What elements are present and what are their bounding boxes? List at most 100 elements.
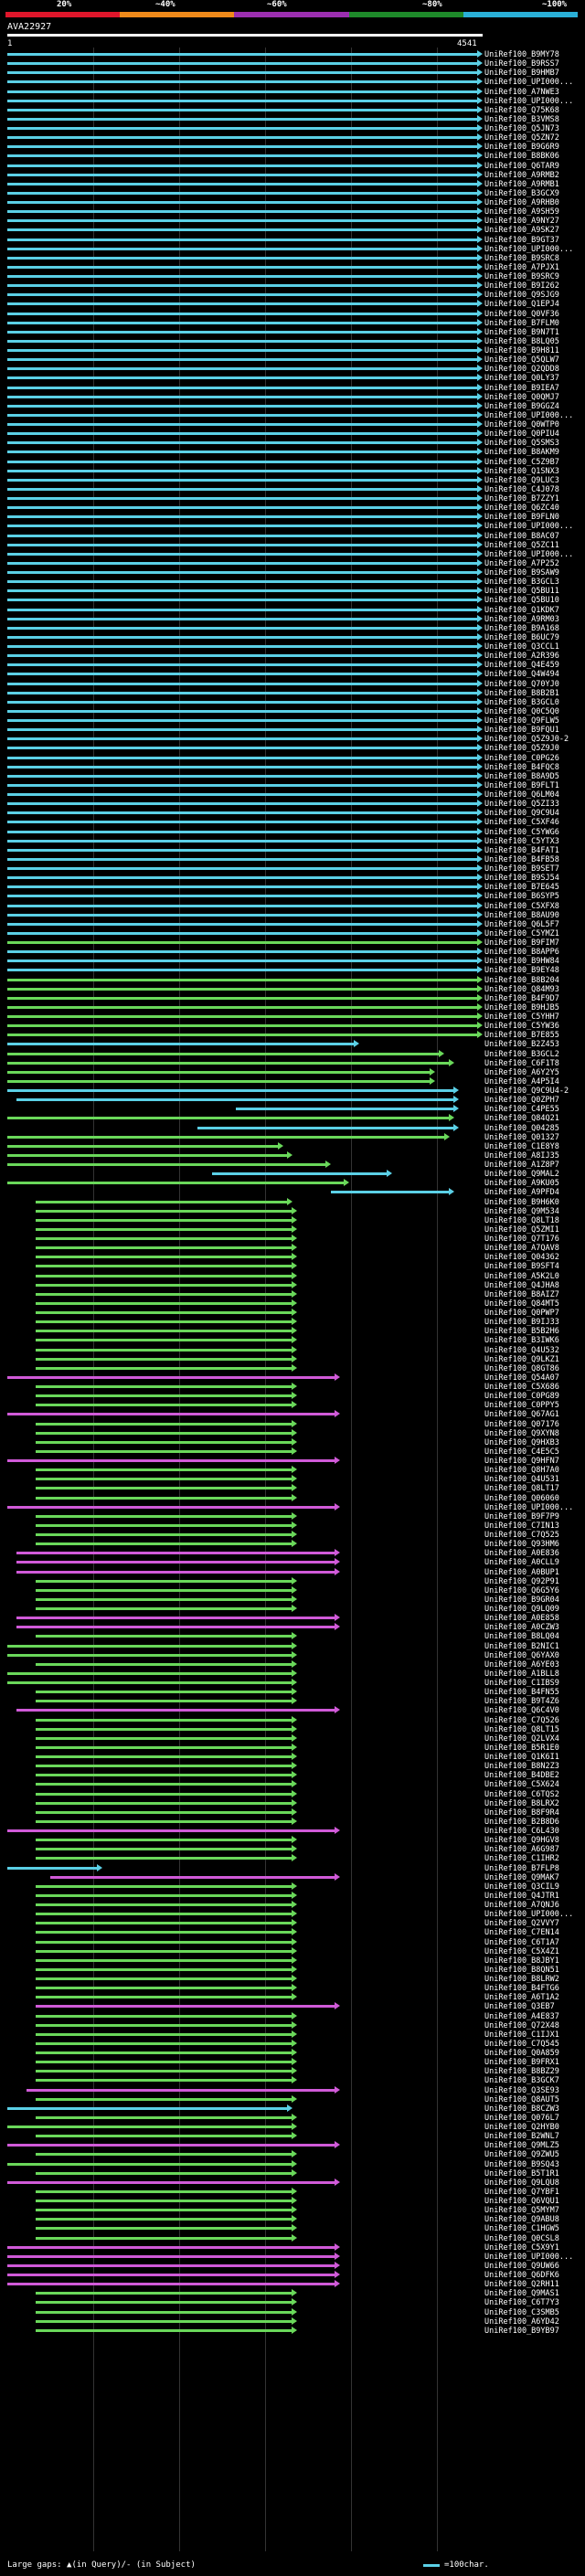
hit-label[interactable]: UniRef100_Q5ZI33 bbox=[484, 800, 559, 810]
hit-row[interactable]: UniRef100_B8LQ04 bbox=[0, 1632, 585, 1641]
hit-row[interactable]: UniRef100_C6T1A7 bbox=[0, 1937, 585, 1947]
hit-label[interactable]: UniRef100_A8IJ35 bbox=[484, 1150, 559, 1161]
hit-row[interactable]: UniRef100_Q4E459 bbox=[0, 661, 585, 670]
hit-label[interactable]: UniRef100_A6G987 bbox=[484, 1845, 559, 1855]
hit-bar[interactable] bbox=[7, 1015, 477, 1018]
hit-label[interactable]: UniRef100_Q6DFK6 bbox=[484, 2271, 559, 2280]
hit-label[interactable]: UniRef100_A0BUP1 bbox=[484, 1567, 559, 1577]
hit-label[interactable]: UniRef100_Q9LQU8 bbox=[484, 2178, 559, 2188]
hit-label[interactable]: UniRef100_Q1EPJ4 bbox=[484, 300, 559, 310]
hit-bar[interactable] bbox=[7, 441, 477, 445]
hit-row[interactable]: UniRef100_C5Z9B7 bbox=[0, 457, 585, 467]
hit-row[interactable]: UniRef100_B8B2B1 bbox=[0, 688, 585, 698]
hit-row[interactable]: UniRef100_A9KU05 bbox=[0, 1179, 585, 1188]
hit-row[interactable]: UniRef100_Q1EPJ4 bbox=[0, 300, 585, 309]
hit-bar[interactable] bbox=[7, 793, 477, 796]
hit-label[interactable]: UniRef100_Q93HM6 bbox=[484, 1540, 559, 1550]
hit-row[interactable]: UniRef100_Q9LQ09 bbox=[0, 1605, 585, 1614]
hit-label[interactable]: UniRef100_UPI000... bbox=[484, 410, 574, 420]
hit-bar[interactable] bbox=[36, 2051, 292, 2054]
hit-bar[interactable] bbox=[7, 709, 477, 713]
hit-label[interactable]: UniRef100_Q2RH11 bbox=[484, 2280, 559, 2290]
hit-row[interactable]: UniRef100_Q3CCL1 bbox=[0, 642, 585, 652]
hit-row[interactable]: UniRef100_B9A168 bbox=[0, 623, 585, 633]
hit-bar[interactable] bbox=[36, 1801, 292, 1805]
hit-row[interactable]: UniRef100_Q9ZWU5 bbox=[0, 2150, 585, 2159]
hit-label[interactable]: UniRef100_C3SMB5 bbox=[484, 2307, 559, 2317]
hit-row[interactable]: UniRef100_C0PPY5 bbox=[0, 1401, 585, 1410]
hit-row[interactable]: UniRef100_Q076L7 bbox=[0, 2113, 585, 2123]
hit-row[interactable]: UniRef100_Q2QDD8 bbox=[0, 365, 585, 374]
hit-row[interactable]: UniRef100_B3GCK7 bbox=[0, 2076, 585, 2085]
hit-bar[interactable] bbox=[36, 1422, 292, 1426]
hit-bar[interactable] bbox=[7, 376, 477, 380]
hit-bar[interactable] bbox=[36, 1246, 292, 1250]
hit-label[interactable]: UniRef100_C7Q525 bbox=[484, 1531, 559, 1540]
hit-row[interactable]: UniRef100_A7P252 bbox=[0, 558, 585, 568]
hit-row[interactable]: UniRef100_UPI000... bbox=[0, 2252, 585, 2262]
hit-label[interactable]: UniRef100_A6T1A2 bbox=[484, 1993, 559, 2003]
hit-bar[interactable] bbox=[26, 2088, 335, 2092]
hit-row[interactable]: UniRef100_C5X9Y1 bbox=[0, 2242, 585, 2253]
hit-bar[interactable] bbox=[36, 1200, 287, 1203]
hit-bar[interactable] bbox=[36, 2328, 292, 2332]
hit-row[interactable]: UniRef100_A6YD42 bbox=[0, 2316, 585, 2327]
hit-bar[interactable] bbox=[7, 321, 477, 324]
hit-row[interactable]: UniRef100_Q9MAK7 bbox=[0, 1872, 585, 1882]
hit-bar[interactable] bbox=[36, 1848, 292, 1851]
hit-label[interactable]: UniRef100_Q9LQ09 bbox=[484, 1605, 559, 1614]
hit-row[interactable]: UniRef100_Q4W494 bbox=[0, 670, 585, 679]
hit-row[interactable]: UniRef100_Q9HGV8 bbox=[0, 1836, 585, 1845]
hit-label[interactable]: UniRef100_B9FIM7 bbox=[484, 938, 559, 948]
hit-label[interactable]: UniRef100_B9MY78 bbox=[484, 50, 559, 59]
hit-row[interactable]: UniRef100_Q0QMJ7 bbox=[0, 392, 585, 402]
hit-label[interactable]: UniRef100_B7ZZY1 bbox=[484, 494, 559, 504]
hit-bar[interactable] bbox=[7, 108, 477, 111]
hit-label[interactable]: UniRef100_Q9MLZ5 bbox=[484, 2141, 559, 2151]
hit-bar[interactable] bbox=[7, 728, 477, 732]
hit-row[interactable]: UniRef100_Q9HFN7 bbox=[0, 1457, 585, 1466]
hit-label[interactable]: UniRef100_C4J078 bbox=[484, 484, 559, 494]
hit-bar[interactable] bbox=[7, 645, 477, 648]
hit-bar[interactable] bbox=[7, 913, 477, 917]
hit-label[interactable]: UniRef100_B5R1E0 bbox=[484, 1743, 559, 1753]
hit-label[interactable]: UniRef100_B8JBY1 bbox=[484, 1956, 559, 1966]
hit-label[interactable]: UniRef100_Q5ZC11 bbox=[484, 540, 559, 550]
hit-row[interactable]: UniRef100_B2Z453 bbox=[0, 1040, 585, 1049]
hit-bar[interactable] bbox=[36, 1765, 292, 1768]
hit-label[interactable]: UniRef100_UPI000... bbox=[484, 1910, 574, 1920]
hit-row[interactable]: UniRef100_Q70YJ0 bbox=[0, 679, 585, 689]
hit-label[interactable]: UniRef100_Q9HFN7 bbox=[484, 1457, 559, 1466]
hit-bar[interactable] bbox=[7, 256, 477, 260]
hit-label[interactable]: UniRef100_C1IBS9 bbox=[484, 1679, 559, 1688]
hit-label[interactable]: UniRef100_UPI000... bbox=[484, 96, 574, 106]
hit-row[interactable]: UniRef100_A9NY27 bbox=[0, 217, 585, 226]
hit-label[interactable]: UniRef100_B8AU90 bbox=[484, 910, 559, 920]
hit-row[interactable]: UniRef100_B5B2H6 bbox=[0, 1327, 585, 1336]
hit-label[interactable]: UniRef100_A4P5I4 bbox=[484, 1076, 559, 1087]
hit-label[interactable]: UniRef100_Q1K6I1 bbox=[484, 1753, 559, 1762]
hit-row[interactable]: UniRef100_Q6YAX0 bbox=[0, 1650, 585, 1660]
hit-bar[interactable] bbox=[7, 506, 477, 510]
hit-bar[interactable] bbox=[36, 1940, 292, 1944]
hit-bar[interactable] bbox=[36, 1949, 292, 1953]
hit-label[interactable]: UniRef100_Q54A07 bbox=[484, 1373, 559, 1383]
hit-row[interactable]: UniRef100_Q5JN73 bbox=[0, 124, 585, 133]
hit-label[interactable]: UniRef100_B9T4Z6 bbox=[484, 1697, 559, 1707]
hit-row[interactable]: UniRef100_C1HGW5 bbox=[0, 2224, 585, 2233]
hit-row[interactable]: UniRef100_B9HW84 bbox=[0, 957, 585, 966]
hit-bar[interactable] bbox=[36, 2200, 292, 2202]
hit-label[interactable]: UniRef100_Q5MYM7 bbox=[484, 2206, 559, 2216]
hit-bar[interactable] bbox=[7, 154, 477, 158]
hit-bar[interactable] bbox=[16, 1570, 335, 1574]
hit-bar[interactable] bbox=[7, 423, 477, 426]
hit-row[interactable]: UniRef100_B9FQU1 bbox=[0, 726, 585, 735]
hit-label[interactable]: UniRef100_A7NWE3 bbox=[484, 87, 559, 97]
hit-bar[interactable] bbox=[7, 589, 477, 593]
hit-label[interactable]: UniRef100_B9SFT4 bbox=[484, 1262, 559, 1272]
hit-label[interactable]: UniRef100_B9IJ33 bbox=[484, 1318, 559, 1328]
hit-bar[interactable] bbox=[36, 2236, 292, 2240]
hit-bar[interactable] bbox=[36, 1996, 292, 1999]
hit-bar[interactable] bbox=[7, 451, 477, 454]
hit-bar[interactable] bbox=[7, 663, 477, 667]
